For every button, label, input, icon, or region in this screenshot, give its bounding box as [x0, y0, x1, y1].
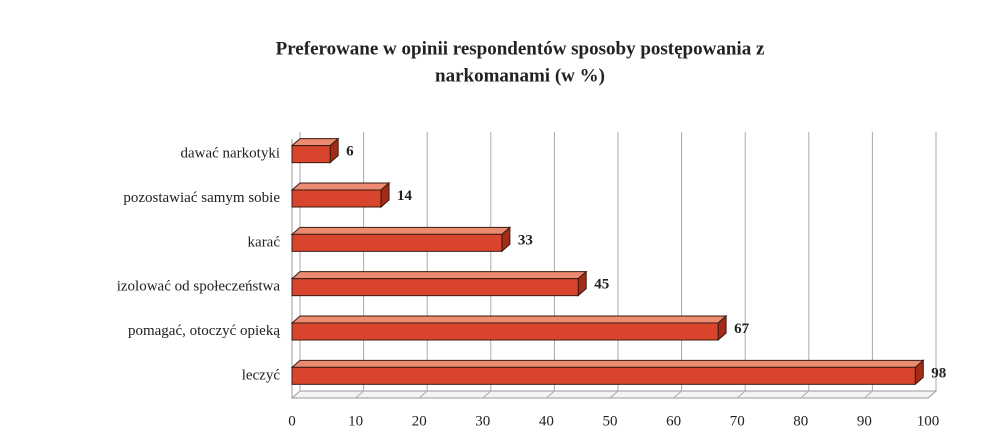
tick-mark: [418, 390, 428, 399]
tick-mark: [609, 390, 619, 399]
x-tick-label: 10: [348, 413, 363, 429]
data-label: 6: [346, 144, 354, 160]
bar-top: [290, 359, 925, 368]
y-tick-label: pomagać, otoczyć opieką: [128, 323, 280, 339]
tick-mark: [546, 390, 555, 399]
y-tick-label: leczyć: [242, 367, 281, 383]
chart-title: narkomanami (w %): [435, 65, 605, 86]
data-label: 14: [397, 188, 413, 204]
chart-title: Preferowane w opinii respondentów sposob…: [276, 38, 765, 59]
y-tick-label: pozostawiać samym sobie: [123, 190, 280, 206]
tick-mark: [927, 390, 937, 399]
data-label: 33: [518, 232, 533, 248]
bar: [291, 233, 503, 252]
x-tick-label: 50: [603, 413, 618, 429]
tick-mark: [673, 390, 682, 399]
bar: [291, 189, 382, 208]
tick-mark: [736, 390, 746, 399]
x-tick-label: 40: [539, 413, 554, 429]
tick-mark: [800, 390, 810, 399]
bar-top: [290, 226, 512, 235]
bar-top: [290, 182, 391, 191]
x-tick-label: 20: [412, 413, 427, 429]
tick-mark: [864, 390, 873, 399]
y-tick-label: dawać narkotyki: [180, 146, 280, 162]
bar-top: [290, 315, 728, 324]
bar: [291, 278, 579, 297]
data-label: 98: [931, 365, 946, 381]
x-tick-label: 70: [730, 413, 745, 429]
tick-mark: [355, 390, 364, 399]
data-label: 45: [594, 277, 609, 293]
bar: [291, 145, 331, 164]
bar: [291, 366, 916, 385]
x-tick-label: 80: [793, 413, 808, 429]
x-tick-label: 0: [288, 413, 296, 429]
x-tick-label: 60: [666, 413, 681, 429]
y-tick-label: karać: [248, 234, 281, 250]
bar: [291, 322, 719, 341]
x-tick-label: 30: [475, 413, 490, 429]
y-tick-label: izolować od społeczeństwa: [117, 279, 281, 295]
tick-mark: [482, 390, 492, 399]
x-tick-label: 90: [857, 413, 872, 429]
data-label: 67: [734, 321, 750, 337]
bar-top: [290, 271, 588, 280]
tick-mark: [291, 390, 301, 399]
x-tick-label: 100: [917, 413, 940, 429]
